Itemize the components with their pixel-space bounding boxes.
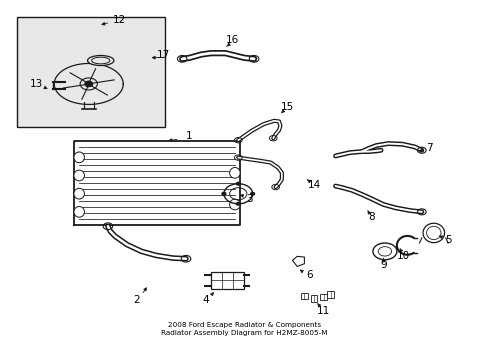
Text: 2: 2 — [133, 295, 140, 305]
Circle shape — [85, 81, 92, 87]
Bar — [327, 291, 333, 298]
Text: 5: 5 — [444, 235, 450, 245]
Text: 14: 14 — [307, 180, 320, 190]
Text: 11: 11 — [316, 306, 329, 316]
Circle shape — [250, 193, 254, 195]
Text: 16: 16 — [225, 35, 239, 45]
Ellipse shape — [74, 152, 84, 163]
Text: 7: 7 — [425, 143, 431, 153]
Text: 8: 8 — [367, 212, 374, 222]
Ellipse shape — [74, 170, 84, 181]
Text: 6: 6 — [305, 270, 312, 280]
Polygon shape — [74, 141, 239, 225]
Ellipse shape — [87, 55, 114, 66]
Text: 12: 12 — [113, 15, 126, 25]
Text: 1: 1 — [186, 131, 192, 141]
Polygon shape — [292, 256, 304, 266]
Ellipse shape — [74, 207, 84, 217]
Bar — [320, 293, 326, 300]
Circle shape — [236, 183, 240, 185]
Text: 3: 3 — [245, 194, 252, 204]
Text: 9: 9 — [379, 260, 386, 270]
Text: 10: 10 — [396, 251, 409, 261]
Ellipse shape — [91, 57, 110, 64]
Text: 4: 4 — [203, 295, 209, 305]
Text: 13: 13 — [29, 79, 42, 89]
Circle shape — [222, 193, 225, 195]
Bar — [301, 293, 307, 299]
Circle shape — [236, 202, 240, 205]
Text: 17: 17 — [156, 50, 169, 60]
Bar — [310, 295, 317, 302]
Ellipse shape — [229, 167, 240, 178]
Ellipse shape — [229, 199, 240, 210]
Bar — [17, 17, 165, 127]
Text: 15: 15 — [281, 102, 294, 112]
Ellipse shape — [422, 223, 444, 243]
Ellipse shape — [426, 226, 440, 240]
Bar — [210, 272, 243, 289]
Text: 2008 Ford Escape Radiator & Components
Radiator Assembly Diagram for H2MZ-8005-M: 2008 Ford Escape Radiator & Components R… — [161, 322, 327, 336]
Ellipse shape — [74, 188, 84, 199]
